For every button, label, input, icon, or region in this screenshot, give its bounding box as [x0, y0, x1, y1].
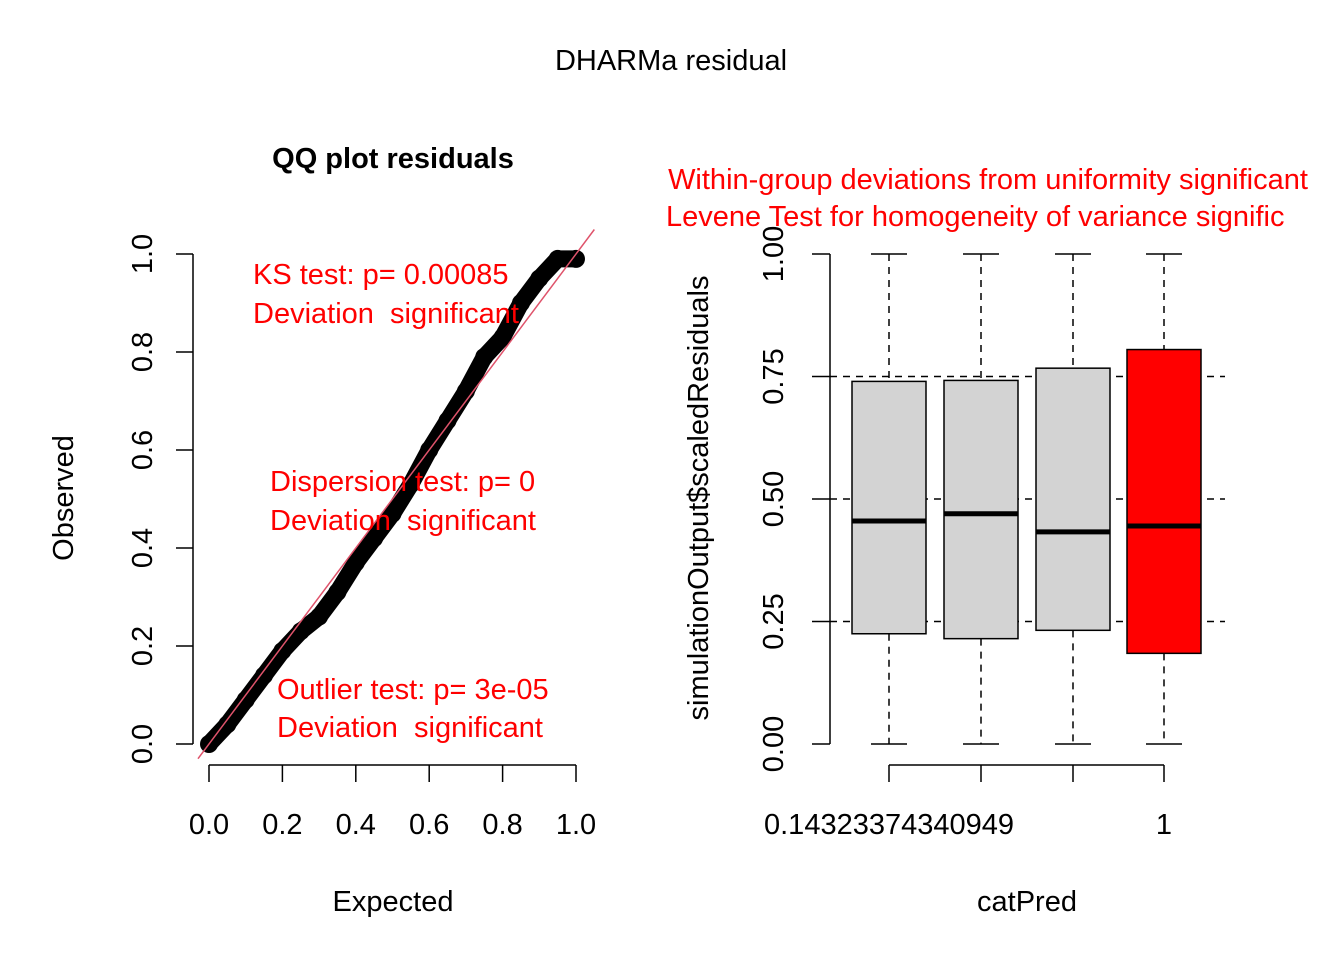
qq-y-tick-label: 0.2	[127, 626, 159, 666]
qq-x-label: Expected	[333, 886, 454, 918]
boxplot-panel: Within-group deviations from uniformity …	[666, 164, 1308, 918]
ks-test-line-2: Deviation significant	[253, 298, 519, 330]
boxplot-box-group	[1035, 253, 1111, 745]
qq-point	[218, 715, 237, 734]
boxplot-box	[1126, 348, 1202, 655]
qq-point	[475, 347, 494, 366]
qq-point	[365, 529, 384, 548]
qq-y-tick-label: 1.0	[127, 234, 159, 274]
boxplot-y-tick-label: 0.25	[758, 593, 790, 649]
qq-panel: QQ plot residuals 0.0 0.2 0.4 0.6 0.8 1.0 0.0…	[48, 143, 596, 918]
boxplot-y-tick-label: 0.50	[758, 471, 790, 527]
qq-point	[530, 269, 549, 288]
dispersion-test-annotation: Dispersion test: p= 0 Deviation signific…	[270, 466, 536, 537]
qq-point	[493, 328, 512, 347]
boxplot-box-group	[851, 253, 927, 745]
boxplot-box-group	[943, 253, 1019, 745]
boxplot-y-tick-label: 0.75	[758, 348, 790, 404]
boxplot-title-line-2: Levene Test for homogeneity of variance …	[666, 201, 1285, 233]
boxplot-x-tick-label: 0.14323374340949	[764, 809, 1014, 841]
qq-y-tick-label: 0.8	[127, 332, 159, 372]
boxplot-y-tick-label: 0.00	[758, 716, 790, 772]
boxplot-box	[1035, 367, 1111, 632]
boxplot-y-tick-label: 1.00	[758, 226, 790, 282]
boxplot-y-label: simulationOutput$scaledResiduals	[683, 276, 715, 721]
qq-point	[346, 553, 365, 572]
boxplot-box-group	[1126, 253, 1202, 745]
qq-point	[236, 690, 255, 709]
boxplot-y-axis: 0.00 0.25 0.50 0.75 1.00	[758, 226, 831, 772]
qq-point	[567, 249, 585, 268]
qq-x-tick-label: 0.4	[336, 809, 376, 841]
qq-points	[200, 249, 585, 753]
boxplot-box	[851, 380, 927, 635]
qq-y-label: Observed	[48, 435, 80, 561]
ks-test-annotation: KS test: p= 0.00085 Deviation significan…	[253, 259, 519, 330]
dispersion-test-line-1: Dispersion test: p= 0	[270, 466, 535, 498]
qq-point	[511, 294, 530, 312]
qq-title: QQ plot residuals	[272, 143, 514, 175]
qq-point	[255, 666, 274, 685]
boxplot-title-line-1: Within-group deviations from uniformity …	[668, 164, 1308, 196]
qq-point	[548, 249, 567, 268]
boxplot-x-tick-label: 1	[1156, 809, 1172, 841]
qq-point	[383, 504, 402, 523]
outlier-test-line-2: Deviation significant	[277, 712, 543, 744]
qq-reference-line	[197, 229, 595, 760]
qq-point	[438, 411, 457, 430]
outlier-test-line-1: Outlier test: p= 3e-05	[277, 674, 549, 706]
ks-test-line-1: KS test: p= 0.00085	[253, 259, 509, 291]
boxplot-x-label: catPred	[977, 886, 1077, 918]
qq-y-tick-label: 0.6	[127, 430, 159, 470]
qq-x-tick-label: 1.0	[556, 809, 596, 841]
qq-point	[291, 622, 310, 641]
qq-x-tick-label: 0.0	[189, 809, 229, 841]
qq-x-tick-label: 0.8	[482, 809, 522, 841]
boxplot-box	[943, 379, 1019, 640]
outlier-test-annotation: Outlier test: p= 3e-05 Deviation signifi…	[277, 674, 549, 744]
boxplot-boxes	[851, 253, 1202, 745]
qq-point	[456, 382, 475, 401]
qq-point	[328, 583, 347, 602]
qq-x-axis: 0.0 0.2 0.4 0.6 0.8 1.0	[189, 764, 596, 841]
qq-x-tick-label: 0.6	[409, 809, 449, 841]
qq-x-tick-label: 0.2	[262, 809, 302, 841]
qq-point	[310, 607, 329, 626]
boxplot-x-axis: 0.14323374340949 1	[764, 764, 1172, 841]
qq-y-tick-label: 0.0	[127, 724, 159, 764]
qq-y-tick-label: 0.4	[127, 528, 159, 568]
qq-y-axis: 0.0 0.2 0.4 0.6 0.8 1.0	[127, 234, 194, 764]
qq-point	[273, 641, 292, 660]
dispersion-test-line-2: Deviation significant	[270, 505, 536, 537]
figure-title: DHARMa residual	[555, 45, 787, 77]
